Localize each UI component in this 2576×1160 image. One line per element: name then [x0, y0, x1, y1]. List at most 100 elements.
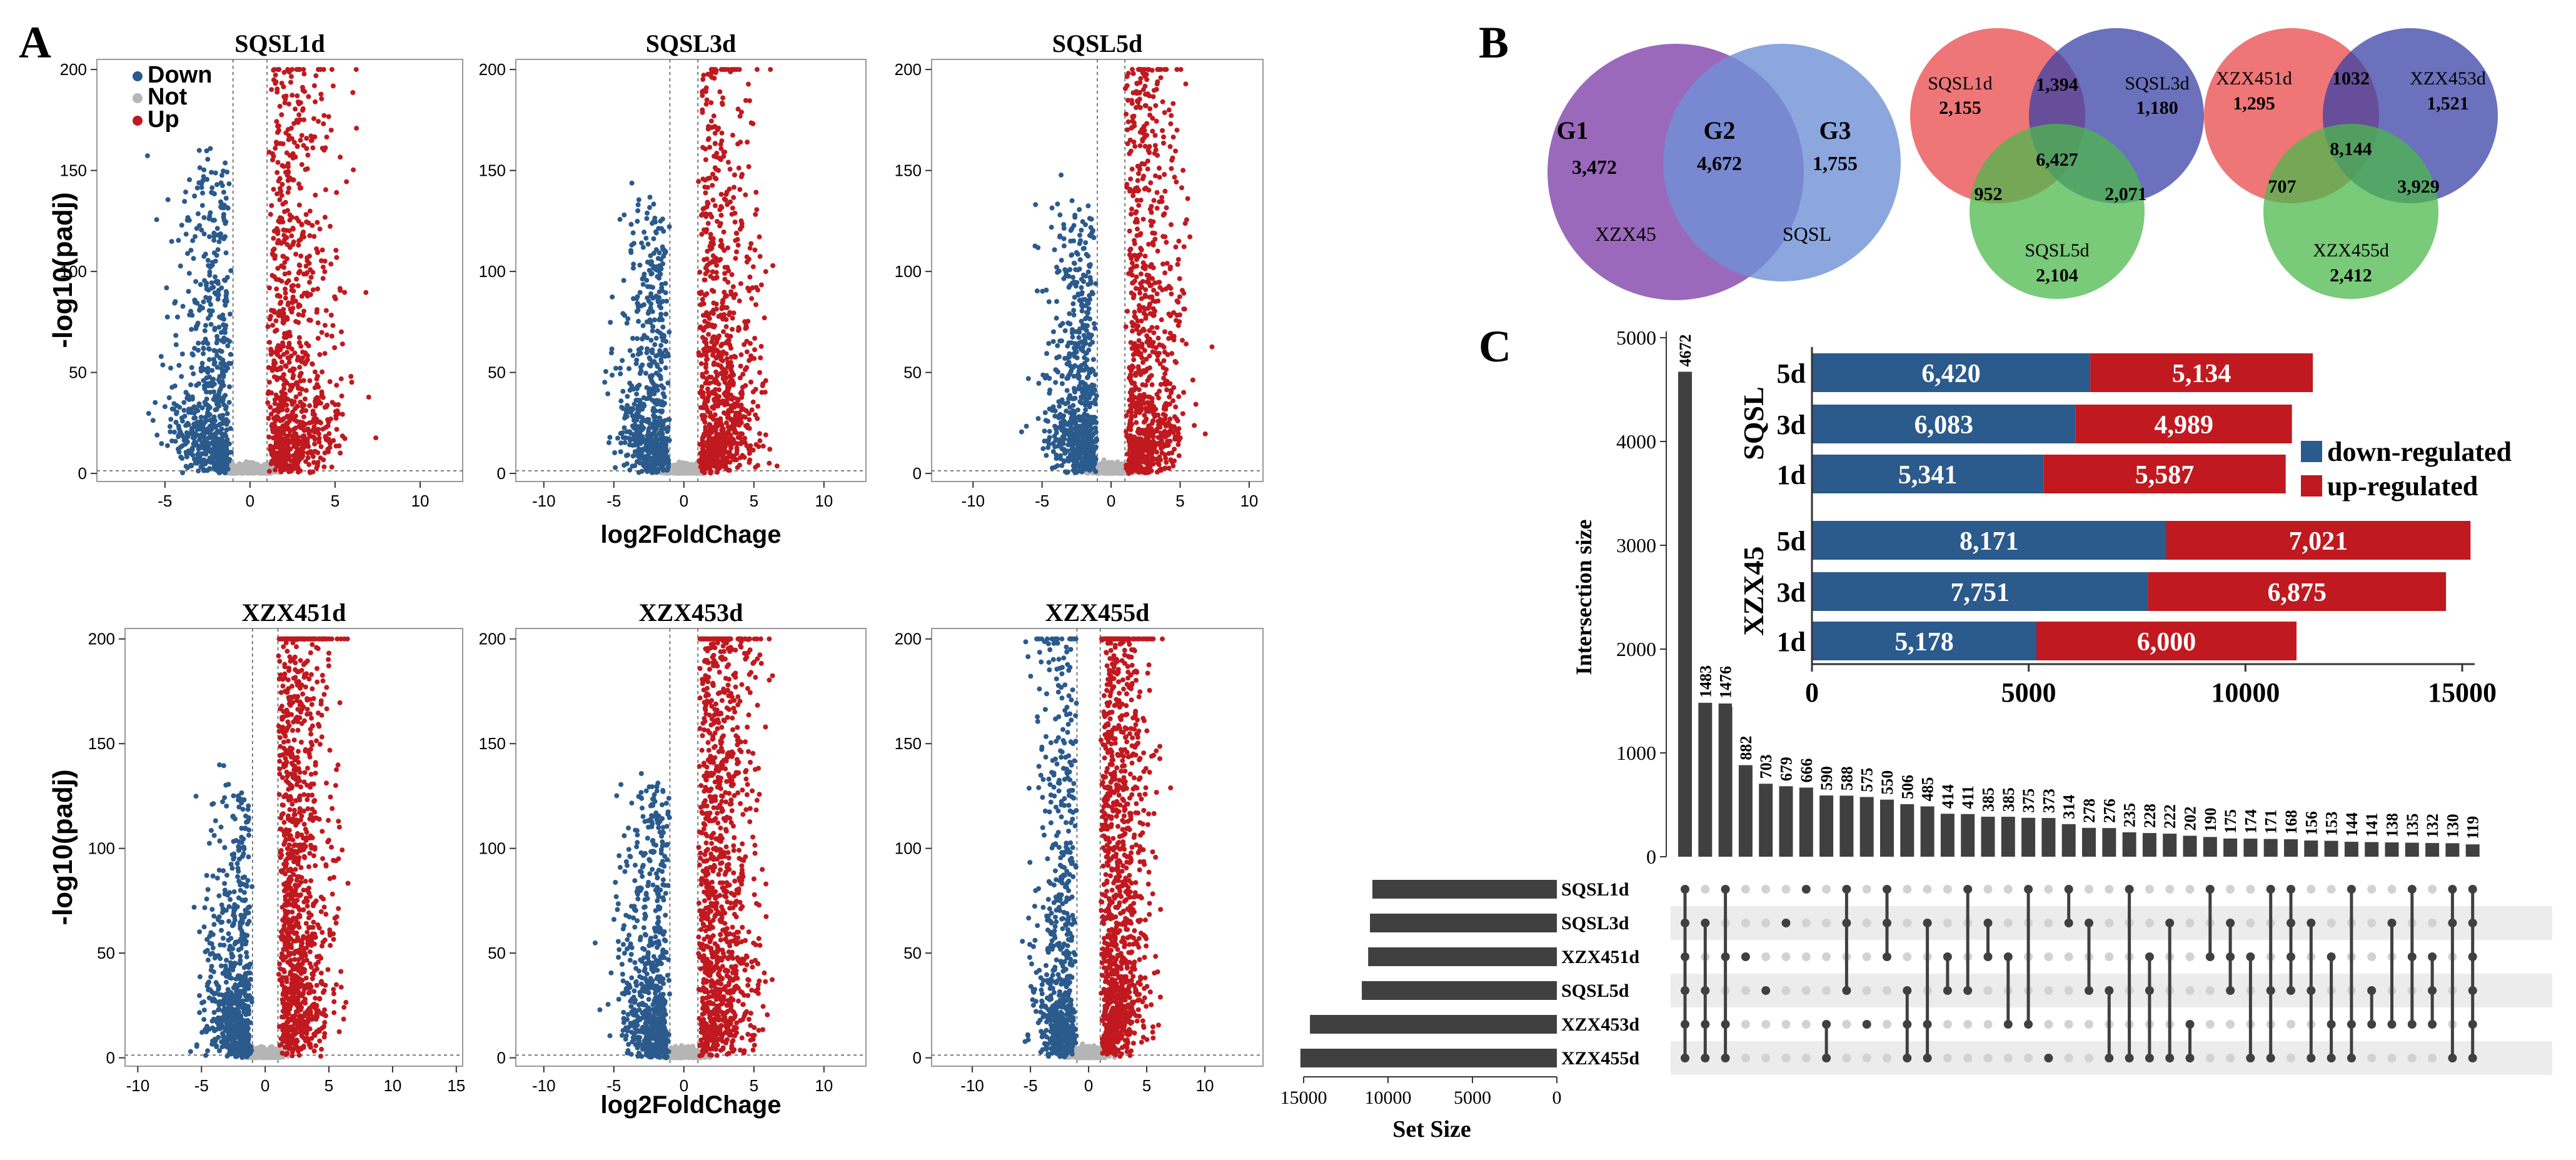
up-point [306, 461, 312, 467]
not-point [238, 469, 244, 475]
down-point [656, 372, 662, 378]
up-point [757, 234, 762, 240]
down-point [651, 236, 657, 241]
up-point [717, 155, 722, 161]
down-point [212, 441, 218, 447]
up-point [718, 191, 724, 197]
down-point [220, 357, 226, 363]
up-point [722, 312, 727, 317]
down-point [660, 332, 666, 338]
up-point [728, 355, 734, 360]
down-point [646, 454, 651, 460]
down-point [1092, 325, 1098, 331]
down-point [628, 250, 634, 255]
up-point [283, 286, 288, 292]
up-point [770, 263, 776, 268]
up-point [295, 283, 301, 288]
down-point [1059, 172, 1064, 178]
up-point [323, 308, 329, 313]
down-point [224, 427, 229, 433]
up-point [275, 416, 281, 421]
down-point [204, 176, 209, 182]
up-point [757, 431, 762, 436]
down-point [1050, 449, 1056, 454]
down-point [221, 316, 227, 322]
down-point [198, 282, 203, 287]
up-point [736, 165, 742, 171]
up-point [313, 193, 318, 198]
down-point [210, 436, 216, 441]
down-point [626, 366, 631, 371]
down-point [627, 442, 632, 448]
down-point [218, 199, 223, 204]
up-point [281, 237, 287, 243]
down-point [654, 383, 660, 389]
up-point [296, 335, 302, 340]
down-point [194, 383, 199, 388]
up-point [716, 381, 722, 387]
up-point [704, 97, 710, 103]
up-point [296, 202, 302, 208]
down-point [216, 422, 222, 428]
down-point [666, 461, 672, 467]
down-point [222, 465, 228, 470]
down-point [209, 458, 215, 463]
down-point [652, 463, 657, 468]
down-point [176, 449, 182, 455]
up-point [291, 177, 296, 183]
up-point [728, 199, 733, 204]
up-point [314, 310, 319, 315]
up-point [315, 320, 321, 326]
up-point [286, 427, 292, 433]
down-point [190, 352, 196, 358]
up-point [738, 431, 743, 436]
up-point [296, 218, 301, 224]
down-point [662, 248, 667, 253]
up-point [302, 396, 308, 401]
up-point [279, 81, 284, 86]
up-point [710, 197, 716, 203]
down-point [618, 398, 624, 404]
up-point [285, 345, 291, 350]
down-point [167, 424, 173, 429]
up-point [303, 212, 309, 217]
up-point [711, 113, 717, 119]
up-point [720, 100, 725, 106]
up-point [340, 341, 345, 347]
up-point [281, 233, 287, 238]
down-point [221, 374, 226, 380]
down-point [188, 451, 194, 456]
down-point [647, 355, 652, 361]
down-point [215, 399, 221, 405]
down-point [211, 250, 217, 256]
up-point [297, 365, 303, 370]
up-point [704, 443, 710, 449]
down-point [622, 440, 628, 445]
up-point [331, 438, 336, 443]
up-point [711, 406, 717, 411]
up-point [336, 411, 341, 416]
down-point [1050, 339, 1056, 345]
up-point [270, 447, 276, 453]
down-point [618, 365, 623, 371]
down-point [650, 295, 656, 301]
down-point [655, 299, 661, 305]
up-point [338, 376, 344, 381]
up-point [321, 67, 326, 73]
down-point [658, 311, 664, 317]
down-point [189, 313, 195, 318]
up-point [303, 388, 309, 393]
down-point [201, 231, 207, 237]
down-point [220, 439, 226, 445]
down-point [1062, 328, 1068, 333]
up-point [310, 145, 316, 151]
up-point [717, 89, 723, 94]
up-point [286, 169, 291, 175]
down-point [1040, 446, 1046, 451]
up-point [297, 263, 303, 268]
down-point [606, 440, 611, 445]
down-point [1077, 233, 1082, 238]
down-point [1071, 223, 1077, 228]
down-point [1047, 428, 1052, 434]
